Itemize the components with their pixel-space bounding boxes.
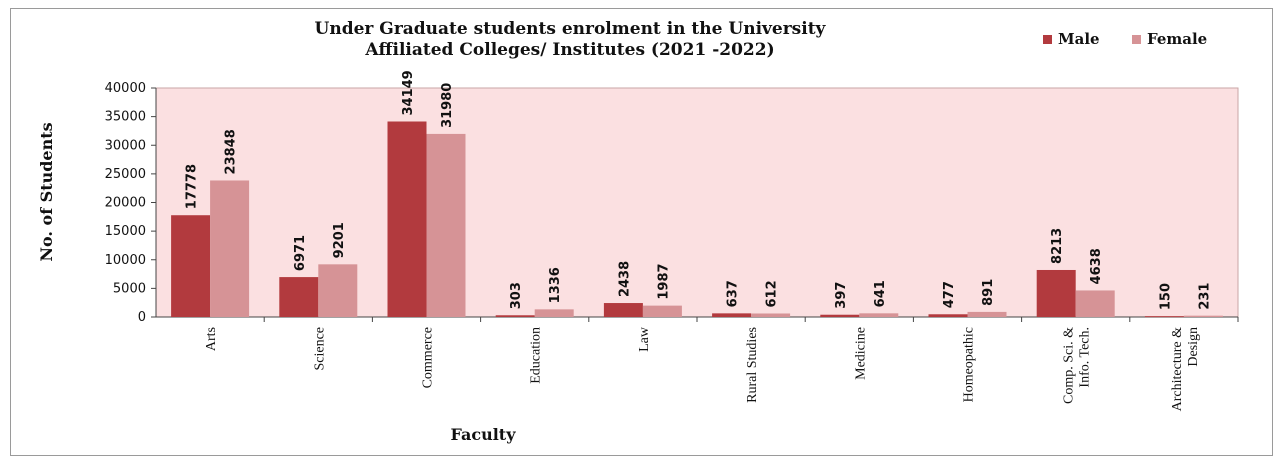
bar-male [603, 303, 643, 317]
x-tick-label-line: Medicine [853, 327, 868, 380]
bar-female [642, 305, 682, 317]
data-label-male: 477 [942, 281, 957, 308]
bar-female [426, 133, 466, 317]
x-tick-label: Architecture & Design [1170, 327, 1201, 411]
x-tick-label: Commerce [421, 327, 436, 388]
x-tick-label-line: Commerce [421, 327, 436, 388]
legend-swatch-male [1043, 35, 1052, 44]
data-label-female: 31980 [440, 83, 455, 128]
x-axis-title: Faculty [451, 425, 517, 444]
bar-male [928, 314, 968, 317]
y-axis-title: No. of Students [37, 122, 56, 261]
x-tick-label: Arts [204, 327, 219, 351]
bars [171, 121, 1223, 318]
x-tick-label-line: Education [529, 327, 544, 384]
y-tick-label: 30000 [105, 138, 146, 153]
data-label-male: 8213 [1050, 228, 1065, 264]
bar-female [967, 311, 1007, 317]
data-label-female: 641 [873, 280, 888, 307]
bar-male [387, 121, 427, 317]
data-label-male: 6971 [293, 235, 308, 271]
x-tick-label-line: Design [1186, 327, 1201, 367]
chart-title: Under Graduate students enrolment in the… [315, 19, 827, 60]
x-tick-label-line: Architecture & [1170, 327, 1185, 411]
bar-female [751, 313, 791, 317]
bar-male [1036, 269, 1076, 317]
x-tick-label: Rural Studies [745, 327, 760, 403]
data-label-male: 17778 [185, 164, 200, 209]
bar-male [495, 315, 535, 317]
x-tick-label-line: Law [637, 326, 652, 352]
data-label-female: 1987 [656, 263, 671, 299]
x-tick-label-line: Info. Tech. [1078, 327, 1093, 388]
chart-title-line-2: Affiliated Colleges/ Institutes (2021 -2… [364, 40, 774, 60]
bar-female [1183, 315, 1223, 317]
bar-male [820, 314, 860, 317]
x-tick-label: Medicine [853, 327, 868, 380]
y-tick-label: 40000 [105, 81, 146, 96]
data-label-male: 637 [726, 280, 741, 307]
data-labels: 17778 23848 6971 9201 34149 31980 303 1336 2438 1… [185, 70, 1213, 310]
bar-male [712, 313, 752, 317]
x-tick-label-line: Science [312, 327, 327, 371]
data-label-female: 23848 [224, 129, 239, 174]
legend-label-female: Female [1147, 30, 1207, 48]
bar-female [210, 180, 250, 317]
data-label-male: 150 [1158, 283, 1173, 310]
x-tick-label-line: Comp. Sci. & [1062, 327, 1077, 404]
data-label-female: 231 [1197, 283, 1212, 310]
bar-female [1075, 290, 1115, 317]
y-tick-label: 5000 [113, 281, 146, 296]
y-tick-label: 0 [138, 310, 146, 325]
x-tick-label: Law [637, 326, 652, 352]
x-tick-label-line: Homeopathic [962, 327, 977, 402]
bar-male [1144, 316, 1184, 318]
bar-female [534, 309, 574, 317]
y-tick-label: 25000 [105, 167, 146, 182]
x-tick-label-line: Arts [204, 327, 219, 351]
y-tick-label: 10000 [105, 253, 146, 268]
x-axis-labels: Arts Science Commerce Education Law Rural Stu… [204, 317, 1239, 411]
data-label-female: 612 [765, 280, 780, 307]
y-tick-label: 15000 [105, 224, 146, 239]
data-label-female: 9201 [332, 222, 347, 258]
bar-male [279, 277, 319, 317]
bar-female [318, 264, 358, 317]
legend-swatch-female [1132, 35, 1141, 44]
data-label-female: 1336 [548, 267, 563, 303]
legend: Male Female [1043, 30, 1207, 48]
y-tick-label: 35000 [105, 110, 146, 125]
data-label-male: 303 [509, 282, 524, 309]
x-tick-label-line: Rural Studies [745, 327, 760, 403]
data-label-female: 891 [981, 279, 996, 306]
bar-male [171, 215, 211, 317]
data-label-male: 397 [834, 282, 849, 309]
data-label-female: 4638 [1089, 248, 1104, 284]
x-tick-label: Comp. Sci. & Info. Tech. [1062, 327, 1093, 404]
x-tick-label: Education [529, 327, 544, 384]
chart-title-line-1: Under Graduate students enrolment in the… [315, 19, 827, 39]
x-tick-label: Science [312, 327, 327, 371]
y-tick-label: 20000 [105, 196, 146, 211]
data-label-male: 34149 [401, 70, 416, 115]
x-tick-label: Homeopathic [962, 327, 977, 402]
bar-female [859, 313, 899, 317]
data-label-male: 2438 [617, 261, 632, 297]
legend-label-male: Male [1058, 30, 1100, 48]
